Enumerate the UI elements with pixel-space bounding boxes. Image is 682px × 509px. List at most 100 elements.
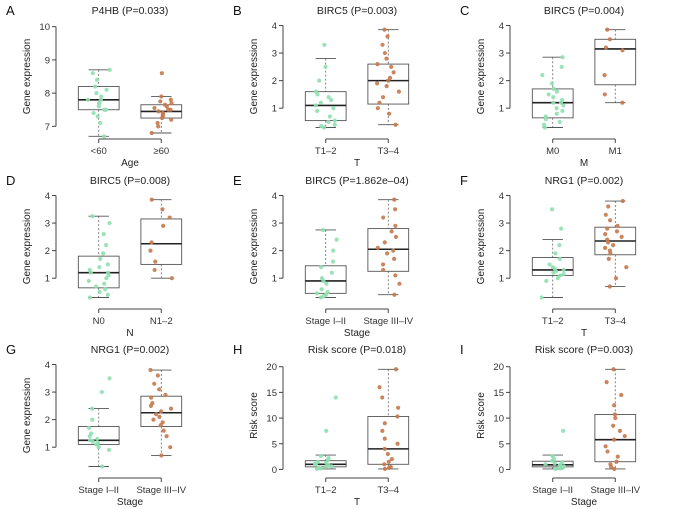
data-point	[161, 223, 166, 228]
data-point	[105, 262, 110, 267]
x-axis-label: Stage	[117, 497, 144, 508]
y-axis-label: Gene expression	[476, 39, 487, 115]
x-tick-label: <60	[91, 146, 107, 157]
data-point	[384, 56, 389, 61]
y-tick-label: 15	[493, 388, 504, 399]
data-point	[87, 438, 93, 443]
y-tick-label: 2	[272, 246, 277, 257]
data-point	[543, 462, 548, 467]
data-point	[103, 287, 108, 292]
data-point	[96, 440, 101, 446]
y-tick-label: 5	[272, 439, 277, 450]
data-point	[602, 73, 607, 78]
data-point	[392, 256, 397, 262]
box-1	[304, 42, 347, 130]
data-point	[605, 27, 610, 32]
data-point	[605, 449, 610, 454]
box-1	[531, 55, 574, 130]
data-point	[550, 265, 555, 270]
iqr-box	[140, 218, 183, 265]
panel-letter: H	[233, 342, 242, 357]
data-point	[104, 87, 109, 92]
data-point	[318, 100, 324, 105]
data-point	[149, 130, 154, 136]
x-tick-label: Stage III–IV	[363, 316, 413, 327]
data-point	[382, 436, 387, 441]
data-point	[323, 64, 328, 69]
data-point	[555, 276, 560, 281]
data-point	[382, 462, 387, 467]
data-point	[103, 243, 109, 248]
data-point	[87, 267, 92, 273]
data-point	[331, 248, 336, 253]
y-axis-label: Risk score	[476, 392, 487, 439]
data-point	[375, 81, 380, 86]
data-point	[547, 262, 552, 267]
x-tick-label: ≥60	[153, 146, 169, 157]
data-point	[98, 97, 103, 102]
data-point	[384, 251, 390, 256]
data-point	[553, 466, 558, 472]
box-2	[367, 367, 410, 472]
data-point	[157, 414, 162, 419]
data-point	[160, 420, 165, 425]
data-point	[148, 248, 153, 253]
data-point	[313, 89, 319, 94]
x-tick-label: Stage I–II	[78, 485, 119, 496]
data-point	[152, 105, 157, 111]
iqr-box	[304, 265, 347, 294]
y-tick-label: 1	[499, 274, 504, 285]
data-point	[553, 251, 558, 256]
iqr-box	[531, 257, 574, 276]
data-point	[561, 464, 566, 469]
data-point	[380, 42, 385, 47]
data-point	[557, 256, 563, 262]
data-point	[396, 89, 402, 94]
iqr-box	[367, 63, 410, 105]
y-tick-label: 7	[45, 122, 50, 133]
x-tick-label: T1–2	[542, 316, 564, 327]
box-2	[367, 27, 410, 127]
box-2	[140, 197, 183, 281]
data-point	[393, 273, 398, 278]
data-point	[149, 240, 154, 245]
data-point	[602, 92, 607, 97]
data-point	[388, 464, 393, 469]
data-point	[608, 462, 613, 467]
y-tick-label: 3	[272, 219, 277, 230]
panel-title: P4HB (P=0.033)	[92, 5, 169, 17]
x-tick-label: Stage I–II	[305, 316, 346, 327]
data-point	[86, 278, 91, 284]
data-point	[560, 460, 565, 465]
data-point	[393, 367, 399, 372]
data-point	[324, 281, 329, 286]
data-point	[395, 414, 400, 419]
panel-letter: A	[6, 3, 15, 18]
panel-c: C BIRC5 (P=0.004) 1 2 3 4 Gene expression M0 M1 M	[460, 3, 637, 169]
data-point	[98, 256, 103, 262]
data-point	[382, 446, 387, 451]
data-point	[558, 273, 563, 278]
data-point	[326, 95, 331, 100]
panel-letter: C	[460, 3, 469, 18]
data-point	[324, 428, 329, 434]
data-point	[375, 61, 380, 67]
x-tick-label: M1	[609, 146, 622, 157]
data-point	[157, 387, 162, 392]
panel-f: F NRG1 (P=0.002) 1 2 3 4 Gene expression T1–2 T3…	[460, 173, 637, 339]
panel-title: BIRC5 (P=0.008)	[90, 175, 170, 187]
data-point	[96, 104, 101, 109]
x-axis-label: N	[126, 328, 133, 339]
data-point	[326, 456, 331, 461]
data-point	[96, 445, 101, 450]
data-point	[380, 428, 385, 434]
panel-a: A P4HB (P=0.033) 7 8 9 10 Gene expression <60 ≥6…	[6, 3, 183, 169]
panel-g: G NRG1 (P=0.002) 1 2 3 4 Gene expression Stage …	[6, 342, 187, 508]
data-point	[393, 122, 398, 127]
box-2	[594, 367, 637, 472]
data-point	[561, 271, 566, 277]
data-point	[97, 265, 102, 270]
data-point	[107, 220, 112, 226]
data-point	[393, 207, 398, 212]
y-tick-label: 4	[499, 21, 504, 32]
